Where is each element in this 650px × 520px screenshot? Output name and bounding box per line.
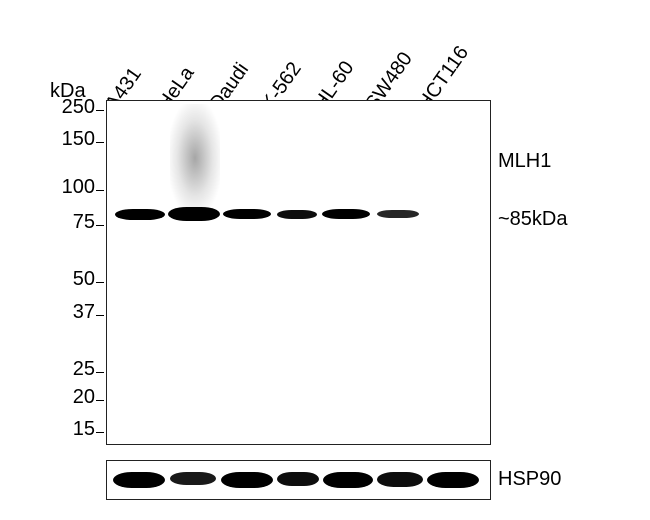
mw-mark-50: 50	[45, 268, 95, 291]
mlh1-band-k-562	[277, 210, 317, 219]
hsp90-band-hl-60	[323, 472, 373, 488]
mw-tick-37	[96, 315, 104, 316]
mw-tick-100	[96, 190, 104, 191]
mw-tick-150	[96, 142, 104, 143]
mlh1-band-sw480	[377, 210, 419, 218]
hsp90-band-hela	[170, 472, 216, 485]
mw-tick-25	[96, 372, 104, 373]
hsp90-band-daudi	[221, 472, 273, 488]
mlh1-band-daudi	[223, 209, 271, 219]
mw-mark-250: 250	[45, 96, 95, 119]
hsp90-band-a431	[113, 472, 165, 488]
target-protein-label: MLH1	[498, 150, 551, 173]
mlh1-band-hela	[168, 207, 220, 221]
western-blot-figure: kDa 250150100755037252015 A431HeLaDaudiK…	[0, 0, 650, 520]
mw-mark-25: 25	[45, 358, 95, 381]
mw-tick-250	[96, 110, 104, 111]
mw-tick-15	[96, 432, 104, 433]
mlh1-band-a431	[115, 209, 165, 220]
mw-mark-100: 100	[45, 176, 95, 199]
mw-mark-75: 75	[45, 211, 95, 234]
mlh1-band-hl-60	[322, 209, 370, 219]
hela-smear	[170, 104, 220, 212]
mw-tick-20	[96, 400, 104, 401]
mw-mark-20: 20	[45, 386, 95, 409]
mw-tick-50	[96, 282, 104, 283]
mw-mark-37: 37	[45, 301, 95, 324]
hsp90-band-hct116	[427, 472, 479, 488]
hsp90-band-sw480	[377, 472, 423, 487]
mw-mark-150: 150	[45, 128, 95, 151]
main-blot-box	[106, 100, 491, 445]
mw-mark-15: 15	[45, 418, 95, 441]
hsp90-band-k-562	[277, 472, 319, 486]
loading-control-label: HSP90	[498, 468, 561, 491]
apparent-mw-label: ~85kDa	[498, 208, 568, 231]
mw-tick-75	[96, 225, 104, 226]
